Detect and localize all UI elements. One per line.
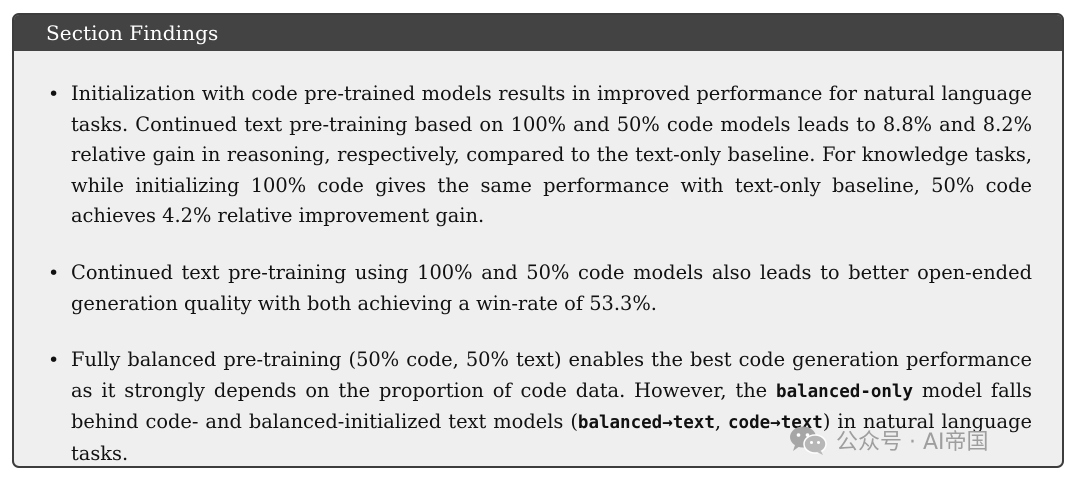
wechat-icon — [790, 426, 827, 455]
finding-text-3c: , — [714, 410, 729, 434]
findings-list: • Initialization with code pre-trained m… — [44, 79, 1032, 466]
finding-text-3a: Fully balanced pre-training (50% code, 5… — [71, 348, 1032, 402]
section-findings-title: Section Findings — [14, 15, 1062, 51]
finding-text-2: Continued text pre-training using 100% a… — [71, 260, 1032, 315]
bullet-icon: • — [48, 83, 60, 105]
section-findings-box: Section Findings • Initialization with c… — [12, 13, 1064, 468]
finding-text-3d: ) in natural language tasks. — [71, 410, 1032, 465]
finding-item-1: • Initialization with code pre-trained m… — [44, 79, 1032, 232]
finding-text-1: Initialization with code pre-trained mod… — [71, 82, 1032, 228]
code-term-balanced-only: balanced-only — [776, 381, 913, 402]
code-term-balanced-text: balanced→text — [577, 413, 715, 434]
finding-item-2: • Continued text pre-training using 100%… — [44, 258, 1032, 319]
finding-item-3: • Fully balanced pre-training (50% code,… — [44, 345, 1032, 466]
finding-text-3b: model falls behind code- and balanced-in… — [71, 378, 1032, 434]
watermark-text: 公众号 · AI帝国 — [836, 430, 989, 455]
bullet-icon: • — [48, 261, 60, 284]
bullet-icon: • — [48, 349, 60, 372]
watermark: 公众号 · AI帝国 — [788, 424, 989, 456]
